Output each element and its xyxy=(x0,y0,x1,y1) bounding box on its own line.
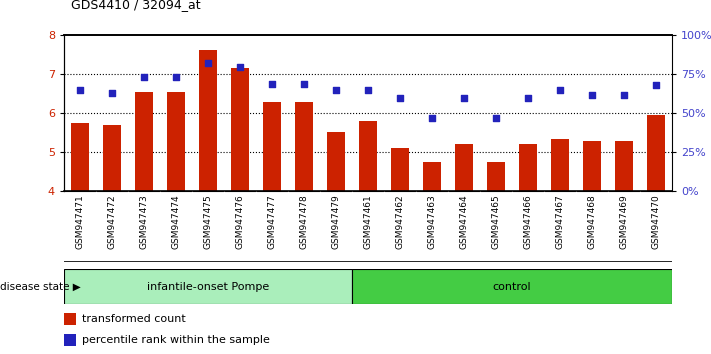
Point xyxy=(522,95,533,101)
Bar xyxy=(71,123,89,191)
Bar xyxy=(519,144,537,191)
Bar xyxy=(167,92,185,191)
Point xyxy=(427,115,438,121)
Bar xyxy=(327,132,345,191)
Bar xyxy=(103,125,121,191)
Point xyxy=(170,75,181,80)
Point xyxy=(586,92,597,97)
Bar xyxy=(199,50,217,191)
Text: GSM947471: GSM947471 xyxy=(75,195,85,250)
Bar xyxy=(423,162,441,191)
Bar xyxy=(455,144,473,191)
Point xyxy=(75,87,85,93)
Point xyxy=(362,87,374,93)
Text: control: control xyxy=(493,282,531,292)
Text: GSM947467: GSM947467 xyxy=(555,195,565,250)
Text: percentile rank within the sample: percentile rank within the sample xyxy=(82,335,270,345)
Bar xyxy=(295,102,313,191)
Point xyxy=(650,82,661,88)
Bar xyxy=(64,313,76,325)
Text: GSM947468: GSM947468 xyxy=(587,195,597,250)
Text: GSM947466: GSM947466 xyxy=(523,195,533,250)
Text: GSM947470: GSM947470 xyxy=(651,195,661,250)
Point xyxy=(138,75,149,80)
Text: GSM947461: GSM947461 xyxy=(363,195,373,250)
Point xyxy=(266,81,277,86)
Point xyxy=(394,95,405,101)
Bar xyxy=(647,115,665,191)
Text: GSM947476: GSM947476 xyxy=(235,195,245,250)
Text: GSM947463: GSM947463 xyxy=(427,195,437,250)
Bar xyxy=(615,141,633,191)
Bar xyxy=(135,92,153,191)
Text: GSM947478: GSM947478 xyxy=(299,195,309,250)
Text: GSM947464: GSM947464 xyxy=(459,195,469,249)
Text: GSM947477: GSM947477 xyxy=(267,195,277,250)
Point xyxy=(458,95,469,101)
Point xyxy=(299,81,310,86)
Text: GSM947474: GSM947474 xyxy=(171,195,181,249)
Text: GSM947473: GSM947473 xyxy=(139,195,149,250)
Text: GDS4410 / 32094_at: GDS4410 / 32094_at xyxy=(71,0,201,11)
Point xyxy=(490,115,501,121)
Bar xyxy=(263,102,281,191)
Bar xyxy=(487,162,505,191)
Text: GSM947462: GSM947462 xyxy=(395,195,405,249)
Bar xyxy=(391,148,409,191)
Bar xyxy=(359,121,377,191)
Point xyxy=(202,61,213,66)
Point xyxy=(234,64,246,69)
Point xyxy=(618,92,630,97)
Bar xyxy=(352,269,672,304)
Bar xyxy=(231,68,249,191)
Point xyxy=(330,87,341,93)
Bar xyxy=(64,269,352,304)
Text: GSM947479: GSM947479 xyxy=(331,195,341,250)
Text: GSM947465: GSM947465 xyxy=(491,195,501,250)
Text: transformed count: transformed count xyxy=(82,314,186,324)
Text: infantile-onset Pompe: infantile-onset Pompe xyxy=(147,282,269,292)
Bar xyxy=(551,139,569,191)
Text: GSM947472: GSM947472 xyxy=(107,195,117,249)
Point xyxy=(106,90,117,96)
Bar xyxy=(64,334,76,346)
Text: disease state ▶: disease state ▶ xyxy=(0,282,81,292)
Bar xyxy=(583,141,601,191)
Text: GSM947469: GSM947469 xyxy=(619,195,629,250)
Point xyxy=(554,87,565,93)
Text: GSM947475: GSM947475 xyxy=(203,195,213,250)
